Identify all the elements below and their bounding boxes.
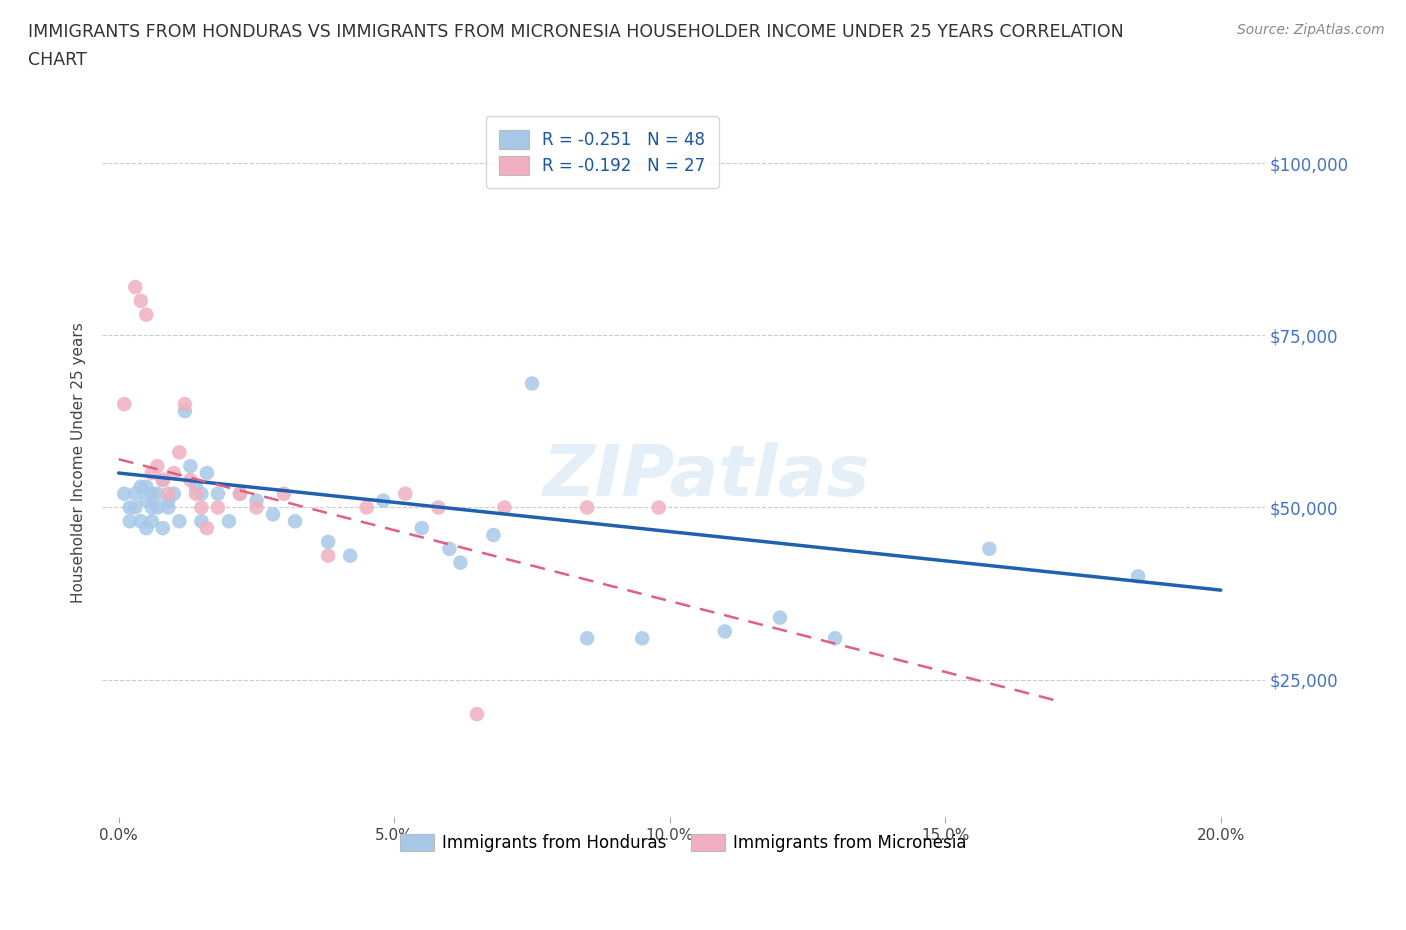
Point <box>124 486 146 501</box>
Point <box>439 541 461 556</box>
Point <box>157 486 180 501</box>
Point <box>284 513 307 528</box>
Point <box>141 486 163 501</box>
Point <box>245 493 267 508</box>
Y-axis label: Householder Income Under 25 years: Householder Income Under 25 years <box>72 323 86 603</box>
Point <box>118 500 141 515</box>
Point <box>427 500 450 515</box>
Point <box>339 549 361 564</box>
Text: ZIPatlas: ZIPatlas <box>543 443 870 512</box>
Point <box>112 486 135 501</box>
Point <box>146 458 169 473</box>
Point <box>411 521 433 536</box>
Point <box>316 549 339 564</box>
Point <box>824 631 846 645</box>
Point <box>465 707 488 722</box>
Point <box>141 513 163 528</box>
Point <box>1126 569 1149 584</box>
Point <box>129 479 152 494</box>
Point <box>262 507 284 522</box>
Point <box>141 466 163 481</box>
Point <box>356 500 378 515</box>
Point <box>157 500 180 515</box>
Point <box>146 486 169 501</box>
Point <box>190 486 212 501</box>
Point <box>152 472 174 487</box>
Point <box>152 521 174 536</box>
Point <box>135 307 157 322</box>
Point <box>141 500 163 515</box>
Point <box>229 486 252 501</box>
Point <box>173 404 195 418</box>
Point <box>124 280 146 295</box>
Point <box>135 493 157 508</box>
Point <box>316 535 339 550</box>
Point <box>190 513 212 528</box>
Point <box>576 631 599 645</box>
Point <box>648 500 671 515</box>
Point <box>520 376 543 391</box>
Point <box>207 486 229 501</box>
Text: IMMIGRANTS FROM HONDURAS VS IMMIGRANTS FROM MICRONESIA HOUSEHOLDER INCOME UNDER : IMMIGRANTS FROM HONDURAS VS IMMIGRANTS F… <box>28 23 1123 41</box>
Point <box>173 397 195 412</box>
Point <box>195 466 218 481</box>
Point <box>482 527 505 542</box>
Point <box>218 513 240 528</box>
Point <box>169 445 191 459</box>
Point <box>152 472 174 487</box>
Text: Source: ZipAtlas.com: Source: ZipAtlas.com <box>1237 23 1385 37</box>
Point <box>118 513 141 528</box>
Point <box>179 472 201 487</box>
Point <box>631 631 654 645</box>
Point <box>449 555 471 570</box>
Point <box>184 479 207 494</box>
Point <box>163 466 186 481</box>
Point <box>273 486 295 501</box>
Point <box>124 500 146 515</box>
Point <box>184 486 207 501</box>
Point <box>135 479 157 494</box>
Point <box>245 500 267 515</box>
Point <box>373 493 395 508</box>
Point <box>979 541 1001 556</box>
Point <box>129 293 152 308</box>
Point <box>394 486 416 501</box>
Point <box>112 397 135 412</box>
Point <box>207 500 229 515</box>
Point <box>169 513 191 528</box>
Point <box>157 493 180 508</box>
Point <box>576 500 599 515</box>
Point <box>146 500 169 515</box>
Legend: Immigrants from Honduras, Immigrants from Micronesia: Immigrants from Honduras, Immigrants fro… <box>394 827 973 858</box>
Text: CHART: CHART <box>28 51 87 69</box>
Point <box>769 610 792 625</box>
Point <box>163 486 186 501</box>
Point <box>195 521 218 536</box>
Point <box>714 624 737 639</box>
Point <box>494 500 516 515</box>
Point <box>135 521 157 536</box>
Point <box>179 458 201 473</box>
Point <box>190 500 212 515</box>
Point <box>129 513 152 528</box>
Point <box>229 486 252 501</box>
